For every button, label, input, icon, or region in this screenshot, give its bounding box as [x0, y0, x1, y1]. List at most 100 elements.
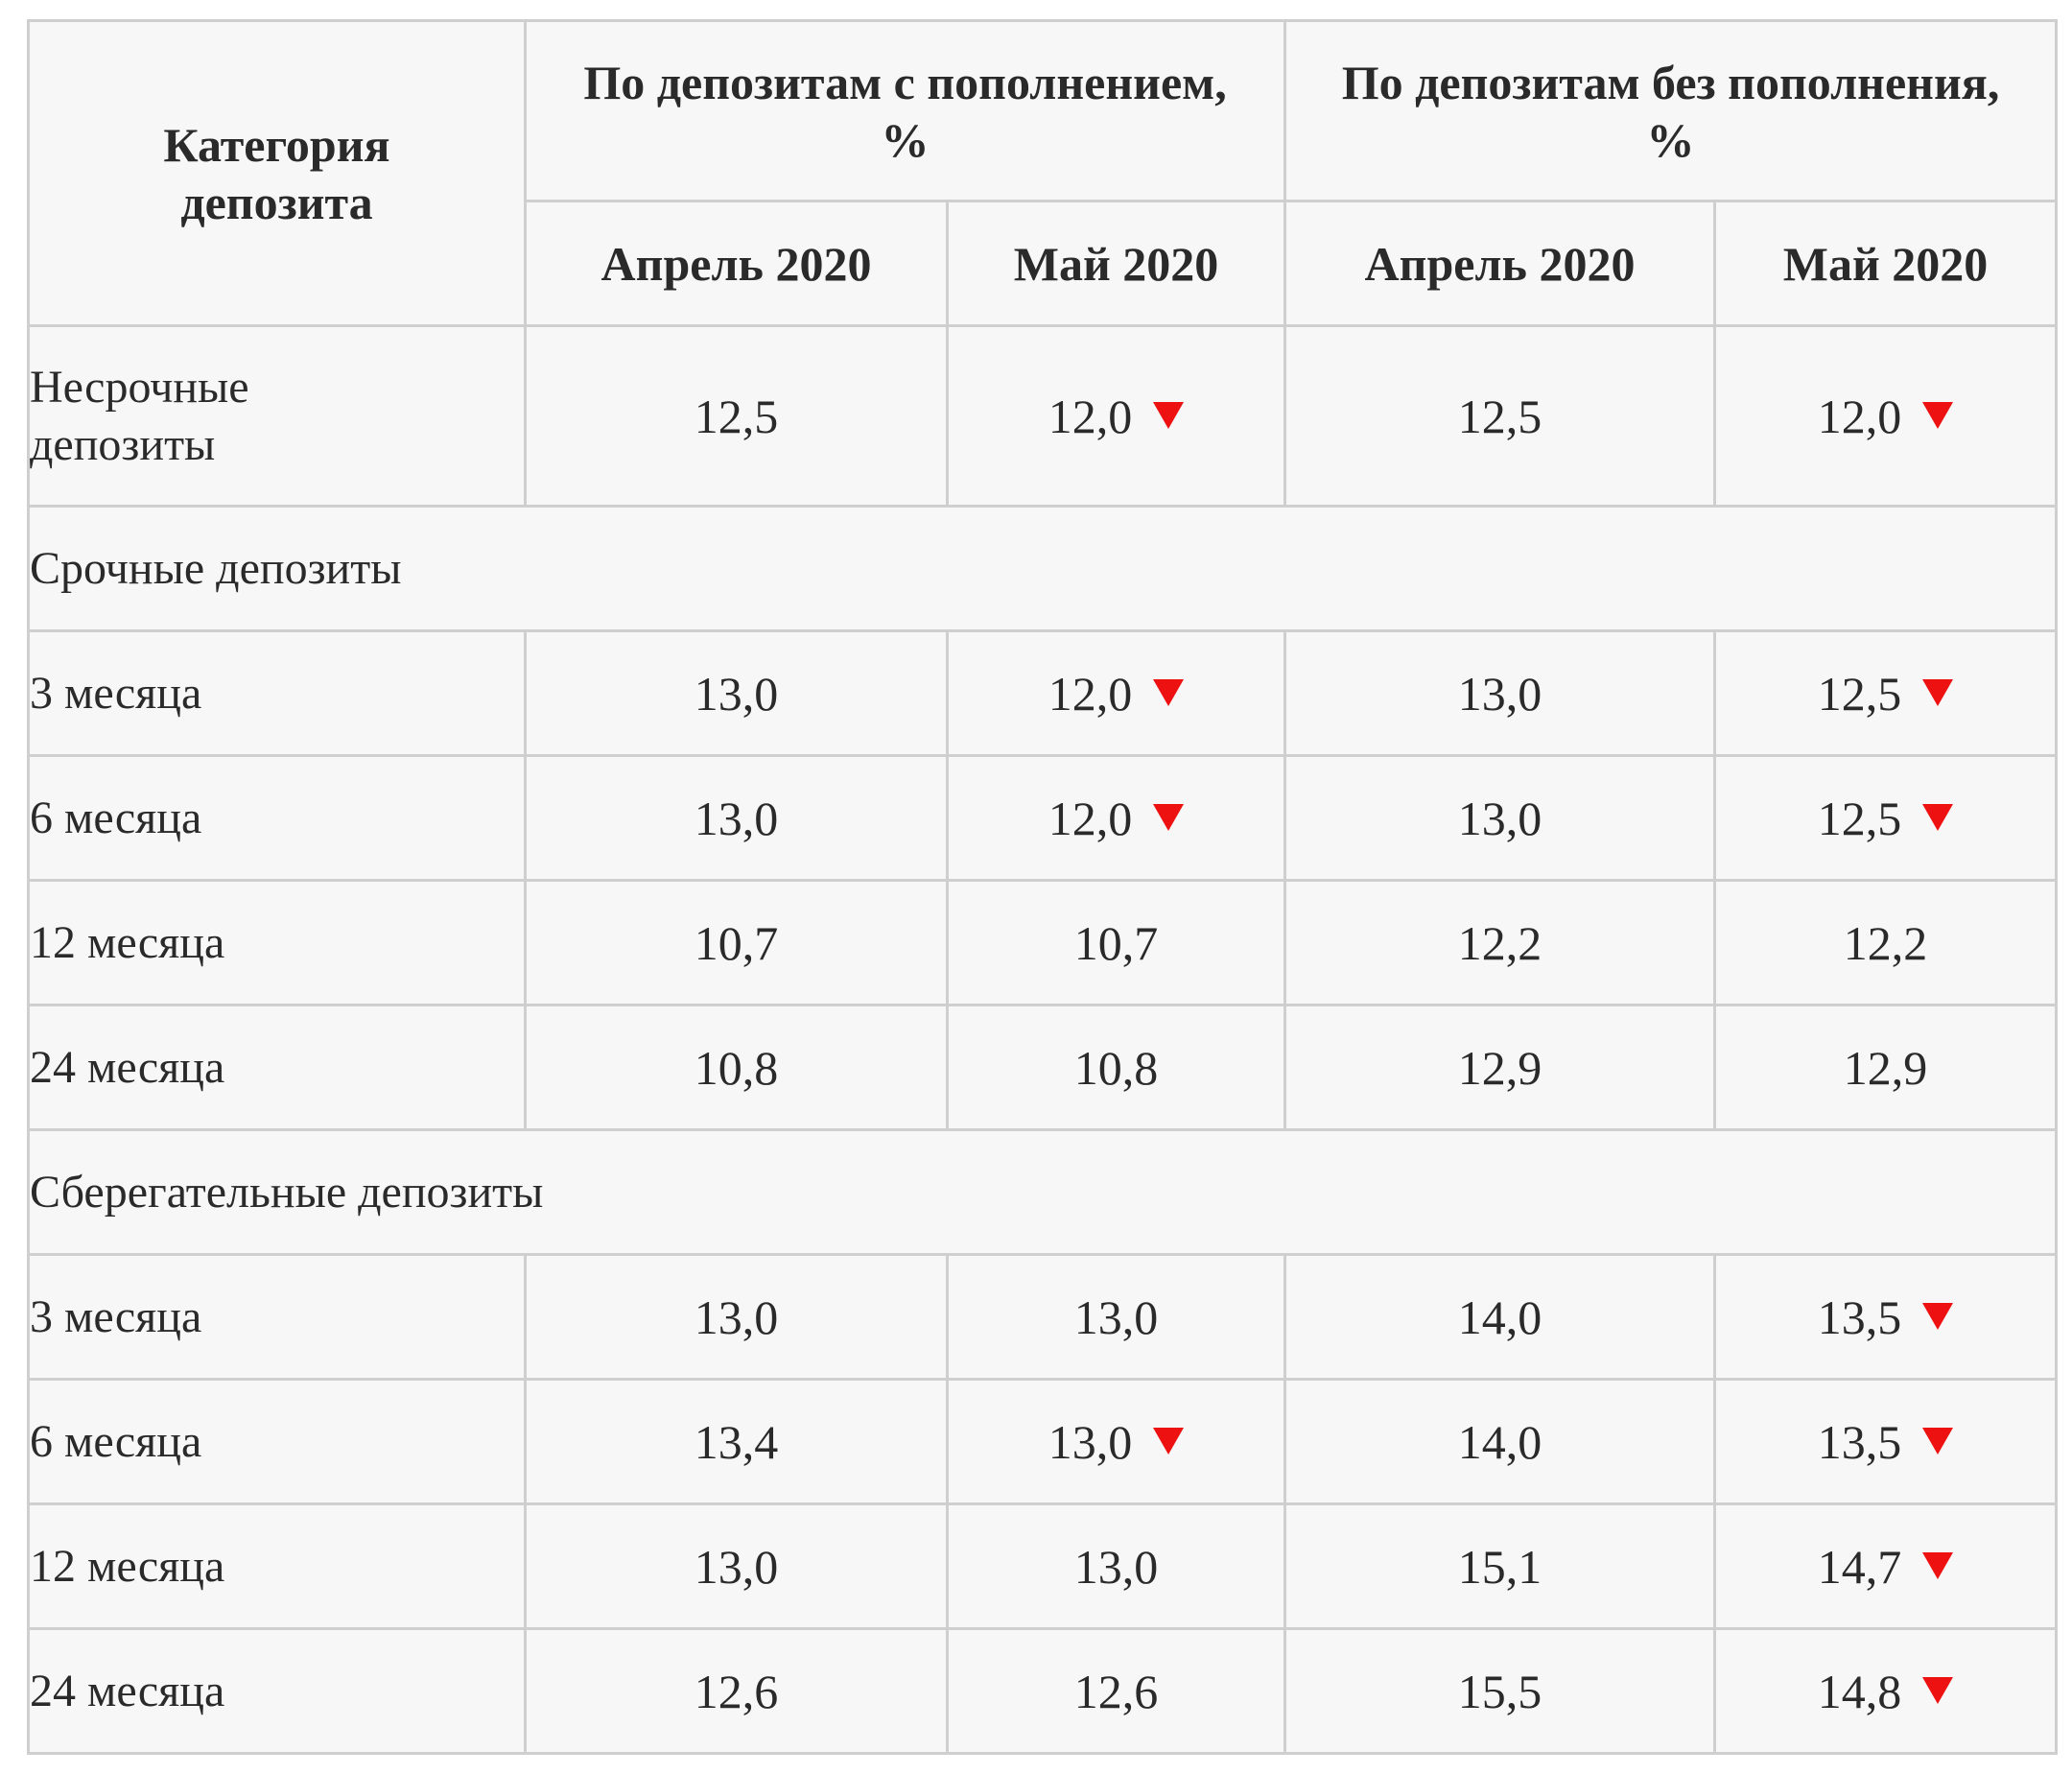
rate-cell: 13,0	[1283, 754, 1717, 882]
rate-value: 14,0	[1457, 1414, 1542, 1469]
rate-value: 13,0	[1048, 1414, 1133, 1469]
rate-value: 15,5	[1457, 1664, 1542, 1718]
rate-value: 12,0	[1048, 389, 1133, 443]
down-arrow-icon	[1153, 804, 1185, 832]
rate-cell: 12,9	[1713, 1004, 2059, 1131]
rate-cell: 10,8	[945, 1004, 1287, 1131]
rate-value: 13,0	[694, 791, 779, 845]
rate-cell: 14,8	[1713, 1627, 2059, 1755]
table-row: 6 месяца 13,0 12,0 13,0 12,5	[27, 754, 2059, 882]
rate-value: 14,7	[1817, 1539, 1902, 1594]
rate-value: 15,1	[1457, 1539, 1542, 1594]
header-period-may-without: Май 2020	[1713, 200, 2059, 327]
rate-cell: 10,7	[945, 879, 1287, 1006]
rate-value: 12,5	[1817, 791, 1902, 845]
header-period-may-with: Май 2020	[945, 200, 1287, 327]
down-arrow-icon	[1153, 679, 1185, 707]
table-row: 24 месяца 10,8 10,8 12,9 12,9	[27, 1004, 2059, 1131]
rate-cell: 12,5	[1283, 324, 1717, 508]
header-category: Категория депозита	[27, 19, 527, 327]
rate-value: 12,0	[1048, 666, 1133, 721]
rate-cell: 12,2	[1713, 879, 2059, 1006]
down-arrow-icon	[1922, 1428, 1954, 1455]
deposit-rates-table-container: Категория депозита По депозитам с пополн…	[26, 19, 2059, 1755]
rate-value: 12,5	[1457, 389, 1542, 443]
row-label: 12 месяца	[27, 1502, 527, 1630]
rate-cell: 13,4	[524, 1378, 949, 1505]
row-label: 6 месяца	[27, 1378, 527, 1505]
row-label: 12 месяца	[27, 879, 527, 1006]
rate-cell: 13,0	[945, 1253, 1287, 1381]
rate-cell: 12,0	[1713, 324, 2059, 508]
rate-value: 12,0	[1817, 389, 1902, 443]
row-label: Несрочные депозиты	[27, 324, 527, 508]
section-header-row: Срочные депозиты	[26, 505, 2059, 632]
header-period-april-without: Апрель 2020	[1283, 200, 1717, 327]
table-row: 12 месяца 13,0 13,0 15,1 14,7	[27, 1502, 2059, 1630]
rate-value: 12,0	[1048, 791, 1133, 845]
row-label: 3 месяца	[27, 629, 527, 757]
down-arrow-icon	[1922, 1677, 1954, 1705]
rate-value: 12,9	[1843, 1040, 1928, 1095]
rate-value: 13,0	[1073, 1289, 1159, 1344]
rate-cell: 12,9	[1283, 1004, 1717, 1131]
rate-cell: 13,0	[1283, 629, 1717, 757]
rate-cell: 12,5	[524, 324, 949, 508]
rate-value: 13,0	[1073, 1539, 1159, 1594]
rate-value: 13,5	[1817, 1289, 1902, 1344]
down-arrow-icon	[1153, 402, 1185, 430]
table-body: Несрочные депозиты 12,5 12,0 12,5 12,0 Срочны…	[26, 324, 2059, 1755]
table-row: Несрочные депозиты 12,5 12,0 12,5 12,0	[27, 324, 2059, 508]
rate-value: 12,9	[1457, 1040, 1542, 1095]
rate-cell: 14,0	[1283, 1378, 1717, 1505]
rate-cell: 12,0	[945, 754, 1287, 882]
table-row: 12 месяца 10,7 10,7 12,2 12,2	[27, 879, 2059, 1006]
rate-value: 10,8	[1073, 1040, 1159, 1095]
rate-cell: 15,1	[1283, 1502, 1717, 1630]
rate-cell: 13,5	[1713, 1378, 2059, 1505]
rate-cell: 13,0	[524, 1502, 949, 1630]
rate-cell: 12,6	[945, 1627, 1287, 1755]
rate-value: 14,0	[1457, 1289, 1542, 1344]
row-label: 24 месяца	[27, 1004, 527, 1131]
rate-value: 13,4	[694, 1414, 779, 1469]
rate-cell: 13,5	[1713, 1253, 2059, 1381]
rate-cell: 14,7	[1713, 1502, 2059, 1630]
table-header: Категория депозита По депозитам с пополн…	[27, 19, 2059, 327]
row-label: 24 месяца	[27, 1627, 527, 1755]
rate-value: 13,5	[1817, 1414, 1902, 1469]
down-arrow-icon	[1922, 1303, 1954, 1331]
rate-cell: 12,2	[1283, 879, 1717, 1006]
section-title: Сберегательные депозиты	[26, 1128, 2059, 1256]
row-label: 6 месяца	[27, 754, 527, 882]
rate-cell: 10,7	[524, 879, 949, 1006]
rate-cell: 13,0	[945, 1502, 1287, 1630]
rate-cell: 10,8	[524, 1004, 949, 1131]
header-without-replenishment: По депозитам без пополнения, %	[1283, 19, 2059, 202]
row-label: 3 месяца	[27, 1253, 527, 1381]
table-row: 6 месяца 13,4 13,0 14,0 13,5	[27, 1378, 2059, 1505]
rate-cell: 13,0	[945, 1378, 1287, 1505]
rate-value: 13,0	[1457, 666, 1542, 721]
down-arrow-icon	[1922, 679, 1954, 707]
rate-cell: 12,0	[945, 629, 1287, 757]
rate-value: 12,6	[694, 1664, 779, 1718]
rate-value: 13,0	[694, 666, 779, 721]
header-with-replenishment: По депозитам с пополнением, %	[523, 19, 1287, 202]
down-arrow-icon	[1922, 402, 1954, 430]
down-arrow-icon	[1922, 1552, 1954, 1580]
rate-value: 12,5	[694, 389, 779, 443]
table-row: 3 месяца 13,0 13,0 14,0 13,5	[27, 1253, 2059, 1381]
rate-value: 13,0	[694, 1539, 779, 1594]
header-period-april-with: Апрель 2020	[524, 200, 949, 327]
table-row: 3 месяца 13,0 12,0 13,0 12,5	[27, 629, 2059, 757]
rate-value: 12,5	[1817, 666, 1902, 721]
rate-value: 12,2	[1843, 915, 1928, 970]
rate-cell: 14,0	[1283, 1253, 1717, 1381]
table-row: 24 месяца 12,6 12,6 15,5 14,8	[27, 1627, 2059, 1755]
rate-value: 10,7	[694, 915, 779, 970]
rate-cell: 13,0	[524, 1253, 949, 1381]
rate-cell: 15,5	[1283, 1627, 1717, 1755]
rate-value: 10,8	[694, 1040, 779, 1095]
rate-value: 14,8	[1817, 1664, 1902, 1718]
